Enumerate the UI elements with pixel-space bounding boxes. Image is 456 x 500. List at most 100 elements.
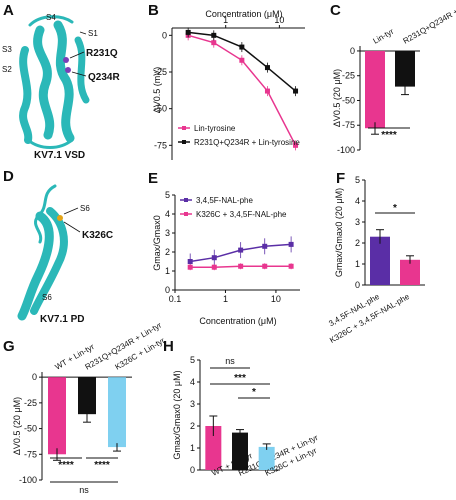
- c-bar: [365, 50, 385, 129]
- e-ytick-label: 2: [165, 247, 170, 257]
- structure-vsd: S4 S1 S3 S2 R231Q Q234R KV7.1 VSD: [2, 13, 120, 161]
- b-point: [239, 57, 245, 63]
- h-ylabel: Gmax/Gmax0 (20 μM): [172, 370, 182, 459]
- h-sig-2: ***: [234, 373, 246, 384]
- e-point: [262, 243, 268, 249]
- c-ytick-label: -25: [342, 71, 355, 81]
- e-point: [238, 263, 244, 269]
- b-point: [211, 40, 217, 46]
- c-ytick-label: 0: [350, 46, 355, 56]
- g-ytick-label: -75: [24, 449, 37, 459]
- e-xtick-label: 0.1: [169, 294, 182, 304]
- g-ylabel: ΔV0.5 (20 μM): [12, 397, 22, 455]
- g-sig-1: ****: [58, 460, 74, 471]
- h-ytick-label: 2: [190, 421, 195, 431]
- e-ytick-label: 5: [165, 190, 170, 200]
- c-category-label: R231Q+Q234R + Lin-tyr: [402, 0, 456, 46]
- b-title: Concentration (μM): [205, 9, 282, 19]
- h-bar: [205, 426, 222, 470]
- g-ytick-label: -100: [19, 475, 37, 485]
- annot-k326c: K326C: [82, 230, 113, 241]
- g-bar: [48, 377, 66, 455]
- c-ytick-label: -50: [342, 95, 355, 105]
- e-point: [187, 259, 193, 264]
- g-bar: [78, 377, 96, 415]
- e-point: [211, 264, 217, 270]
- f-ytick-label: 4: [355, 196, 360, 206]
- panel-label-b: B: [148, 2, 159, 19]
- e-xtick-label: 10: [271, 294, 281, 304]
- b-legend-label: R231Q+Q234R + Lin-tyrosine: [194, 138, 300, 147]
- annot-s6-top: S6: [80, 204, 90, 213]
- e-point: [288, 263, 294, 269]
- b-point: [264, 88, 270, 94]
- f-sig: *: [393, 203, 397, 214]
- annot-s3: S3: [2, 45, 12, 54]
- f-bar: [400, 259, 420, 285]
- c-bar: [395, 50, 415, 87]
- f-ytick-label: 2: [355, 238, 360, 248]
- b-legend-marker: [182, 140, 186, 144]
- e-ytick-label: 3: [165, 228, 170, 238]
- b-ytick-label: -75: [154, 140, 167, 150]
- structure-pd: S6 K326C S6 KV7.1 PD: [17, 184, 113, 325]
- e-legend-marker: [184, 212, 188, 216]
- panel-label-c: C: [330, 2, 341, 19]
- b-point: [293, 88, 299, 94]
- b-xtick-label: 1: [223, 15, 228, 25]
- panel-label-d: D: [3, 168, 14, 185]
- b-ytick-label: -50: [154, 104, 167, 114]
- h-sig-1: ns: [225, 356, 235, 366]
- annot-q234r: Q234R: [88, 72, 120, 83]
- b-ylabel: ΔV0.5 (mV): [152, 67, 162, 114]
- e-ylabel: Gmax/Gmax0: [152, 215, 162, 271]
- e-ytick-label: 0: [165, 285, 170, 295]
- f-ytick-label: 5: [355, 175, 360, 185]
- b-point: [293, 142, 299, 148]
- e-legend-label: 3,4,5F-NAL-phe: [196, 196, 253, 205]
- annot-s6-bottom: S6: [42, 293, 52, 302]
- e-ytick-label: 1: [165, 266, 170, 276]
- b-point: [211, 32, 217, 38]
- b-point: [185, 29, 191, 35]
- h-ytick-label: 4: [190, 377, 195, 387]
- panel-label-e: E: [148, 170, 159, 187]
- g-ytick-label: -50: [24, 424, 37, 434]
- c-category-label: Lin-tyr: [372, 27, 396, 46]
- f-ytick-label: 0: [355, 280, 360, 290]
- e-point: [288, 241, 294, 247]
- g-ytick-label: -25: [24, 398, 37, 408]
- e-point: [211, 255, 217, 261]
- h-ytick-label: 5: [190, 355, 195, 365]
- h-ytick-label: 3: [190, 399, 195, 409]
- b-point: [264, 65, 270, 71]
- c-sig: ****: [381, 130, 397, 141]
- h-ytick-label: 1: [190, 443, 195, 453]
- g-sig-3: ns: [79, 485, 89, 495]
- c-ytick-label: -100: [337, 145, 355, 155]
- panel-label-g: G: [3, 338, 15, 355]
- f-ylabel: Gmax/Gmax0 (20 μM): [334, 188, 344, 277]
- b-xtick-label: 10: [274, 15, 284, 25]
- g-ytick-label: 0: [32, 372, 37, 382]
- h-ytick-label: 0: [190, 465, 195, 475]
- annot-s4: S4: [46, 13, 56, 22]
- b-legend-label: Lin-tyrosine: [194, 124, 236, 133]
- panel-label-f: F: [336, 170, 346, 187]
- e-legend-marker: [184, 198, 188, 202]
- f-ytick-label: 3: [355, 217, 360, 227]
- annot-s1: S1: [88, 29, 98, 38]
- e-xtick-label: 1: [223, 294, 228, 304]
- g-bar: [108, 377, 126, 448]
- caption-vsd: KV7.1 VSD: [34, 150, 85, 161]
- h-bar: [258, 446, 275, 470]
- panel-label-h: H: [163, 338, 174, 355]
- b-point: [239, 44, 245, 50]
- annot-s2: S2: [2, 65, 12, 74]
- h-sig-3: *: [252, 387, 256, 398]
- e-point: [187, 264, 193, 270]
- e-legend-label: K326C + 3,4,5F-NAL-phe: [196, 210, 287, 219]
- b-ytick-label: 0: [162, 30, 167, 40]
- e-point: [262, 263, 268, 269]
